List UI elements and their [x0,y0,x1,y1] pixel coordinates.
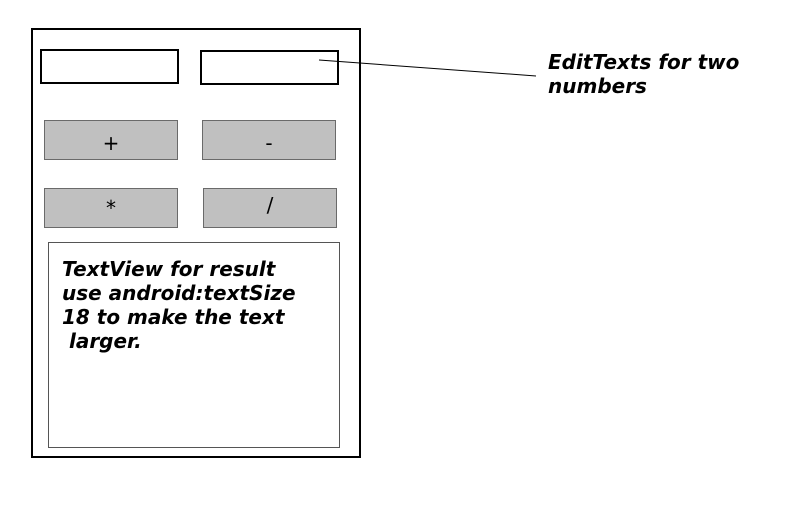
edittexts-callout-label: EditTexts for two numbers [548,50,740,98]
phone-screen-frame [31,28,361,458]
second-number-edittext[interactable] [200,50,339,85]
first-number-edittext[interactable] [40,49,179,84]
result-textview-description: TextView for result use android:textSize… [62,257,296,353]
subtract-button[interactable]: - [202,120,336,160]
divide-button[interactable]: / [203,188,337,228]
result-textview [48,242,340,448]
add-button[interactable]: + [44,120,178,160]
multiply-button[interactable]: * [44,188,178,228]
